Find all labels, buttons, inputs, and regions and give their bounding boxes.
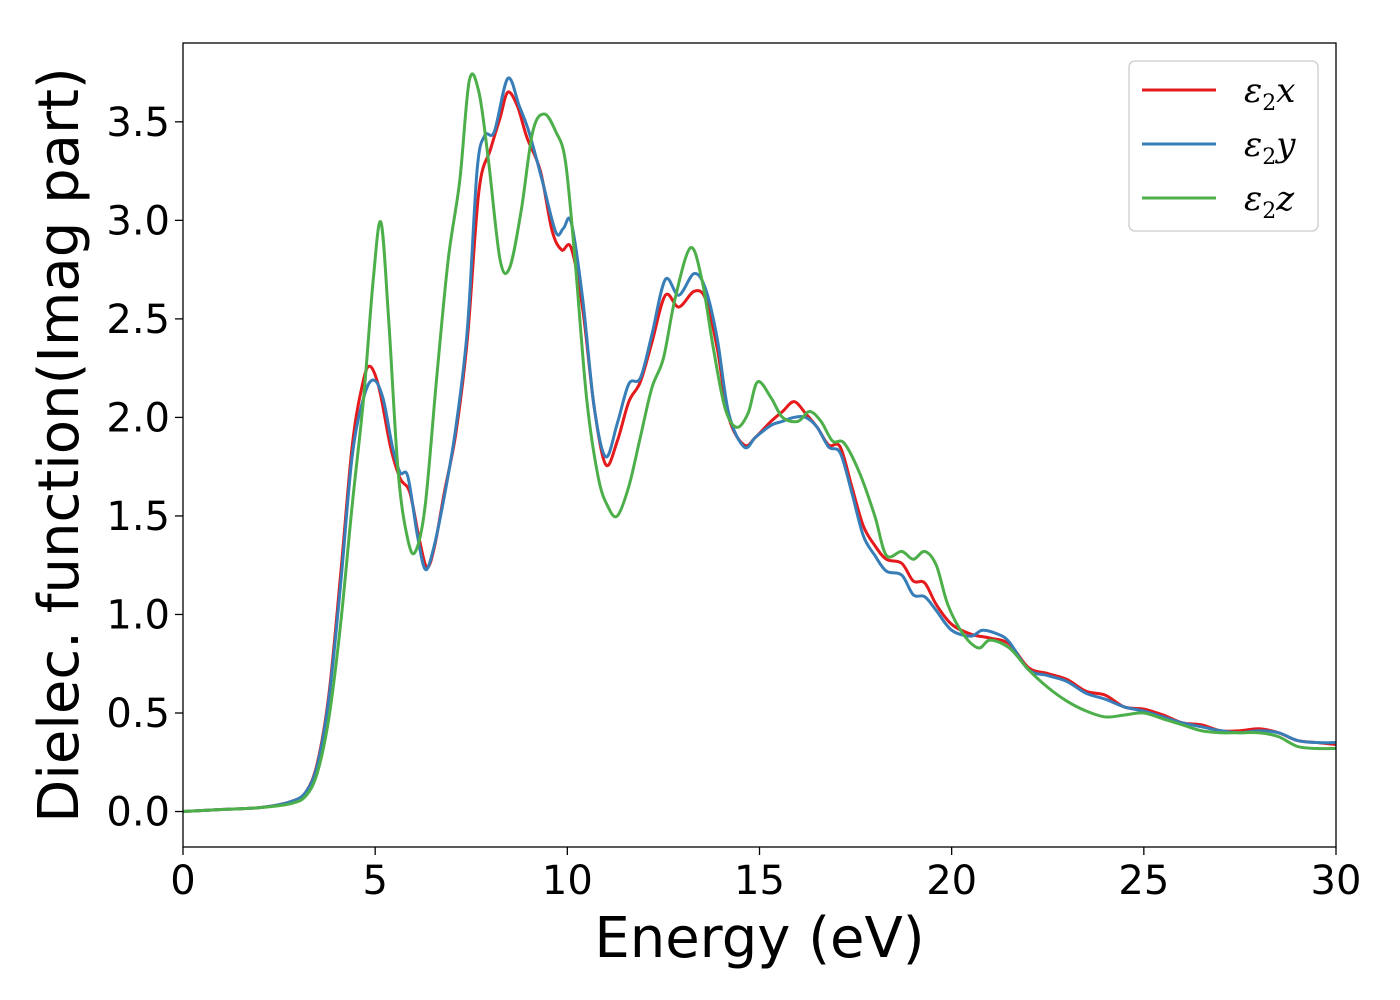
legend: ε2x ε2y ε2z — [1128, 60, 1319, 232]
x-tick-label: 0 — [170, 858, 195, 904]
x-tick-label: 30 — [1311, 858, 1362, 904]
plot-area — [182, 42, 1337, 848]
series-line-2 — [183, 76, 1336, 814]
y-tick-label: 0.0 — [106, 790, 170, 836]
y-tick-label: 3.5 — [106, 100, 170, 146]
x-tick-label: 15 — [734, 858, 785, 904]
series-line-3 — [183, 72, 1336, 814]
legend-box — [1128, 60, 1319, 232]
y-tick-label: 2.0 — [106, 395, 170, 441]
series-lines — [183, 72, 1336, 814]
x-tick-label: 25 — [1118, 858, 1169, 904]
y-tick-label: 1.0 — [106, 592, 170, 638]
x-axis-label: Energy (eV) — [594, 906, 924, 971]
y-tick-label: 0.5 — [106, 691, 170, 737]
legend-label-3: ε2z — [1244, 179, 1295, 224]
y-tick-label: 1.5 — [106, 494, 170, 540]
y-axis: 0.0 0.5 1.0 1.5 2.0 2.5 3.0 3.5 — [106, 100, 183, 836]
y-axis-label: Dielec. function(Imag part) — [27, 67, 92, 823]
y-tick-label: 2.5 — [106, 297, 170, 343]
x-tick-label: 20 — [926, 858, 977, 904]
x-axis: 0 5 10 15 20 25 30 — [170, 847, 1361, 904]
legend-label-1: ε2x — [1244, 71, 1295, 116]
x-tick-label: 10 — [542, 858, 593, 904]
legend-label-2: ε2y — [1244, 125, 1296, 170]
y-tick-label: 3.0 — [106, 198, 170, 244]
x-tick-label: 5 — [362, 858, 387, 904]
